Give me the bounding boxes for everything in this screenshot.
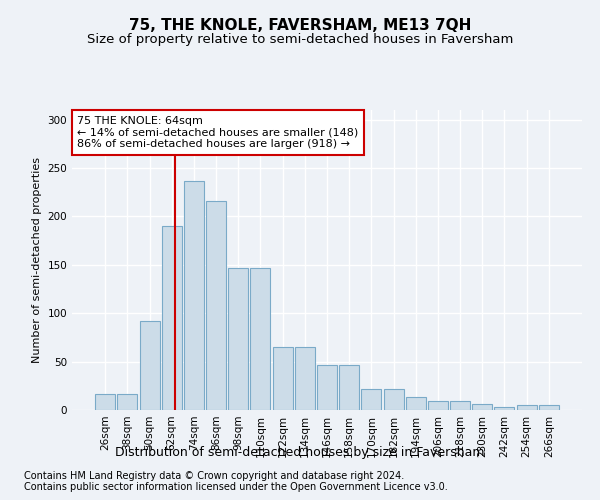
Bar	[494, 407, 514, 410]
Bar	[228, 268, 248, 410]
Bar	[428, 402, 448, 410]
Text: Contains public sector information licensed under the Open Government Licence v3: Contains public sector information licen…	[24, 482, 448, 492]
Bar	[450, 402, 470, 410]
Bar	[118, 394, 137, 410]
Bar	[517, 405, 536, 410]
Bar	[406, 398, 426, 410]
Bar	[295, 347, 315, 410]
Y-axis label: Number of semi-detached properties: Number of semi-detached properties	[32, 157, 42, 363]
Bar	[383, 388, 404, 410]
Bar	[339, 366, 359, 410]
Bar	[140, 321, 160, 410]
Bar	[250, 268, 271, 410]
Bar	[472, 404, 492, 410]
Bar	[184, 180, 204, 410]
Bar	[95, 394, 115, 410]
Bar	[162, 226, 182, 410]
Text: Distribution of semi-detached houses by size in Faversham: Distribution of semi-detached houses by …	[115, 446, 485, 459]
Text: 75, THE KNOLE, FAVERSHAM, ME13 7QH: 75, THE KNOLE, FAVERSHAM, ME13 7QH	[129, 18, 471, 32]
Text: 75 THE KNOLE: 64sqm
← 14% of semi-detached houses are smaller (148)
86% of semi-: 75 THE KNOLE: 64sqm ← 14% of semi-detach…	[77, 116, 358, 149]
Text: Size of property relative to semi-detached houses in Faversham: Size of property relative to semi-detach…	[87, 32, 513, 46]
Bar	[206, 201, 226, 410]
Bar	[539, 405, 559, 410]
Bar	[272, 347, 293, 410]
Text: Contains HM Land Registry data © Crown copyright and database right 2024.: Contains HM Land Registry data © Crown c…	[24, 471, 404, 481]
Bar	[361, 388, 382, 410]
Bar	[317, 366, 337, 410]
